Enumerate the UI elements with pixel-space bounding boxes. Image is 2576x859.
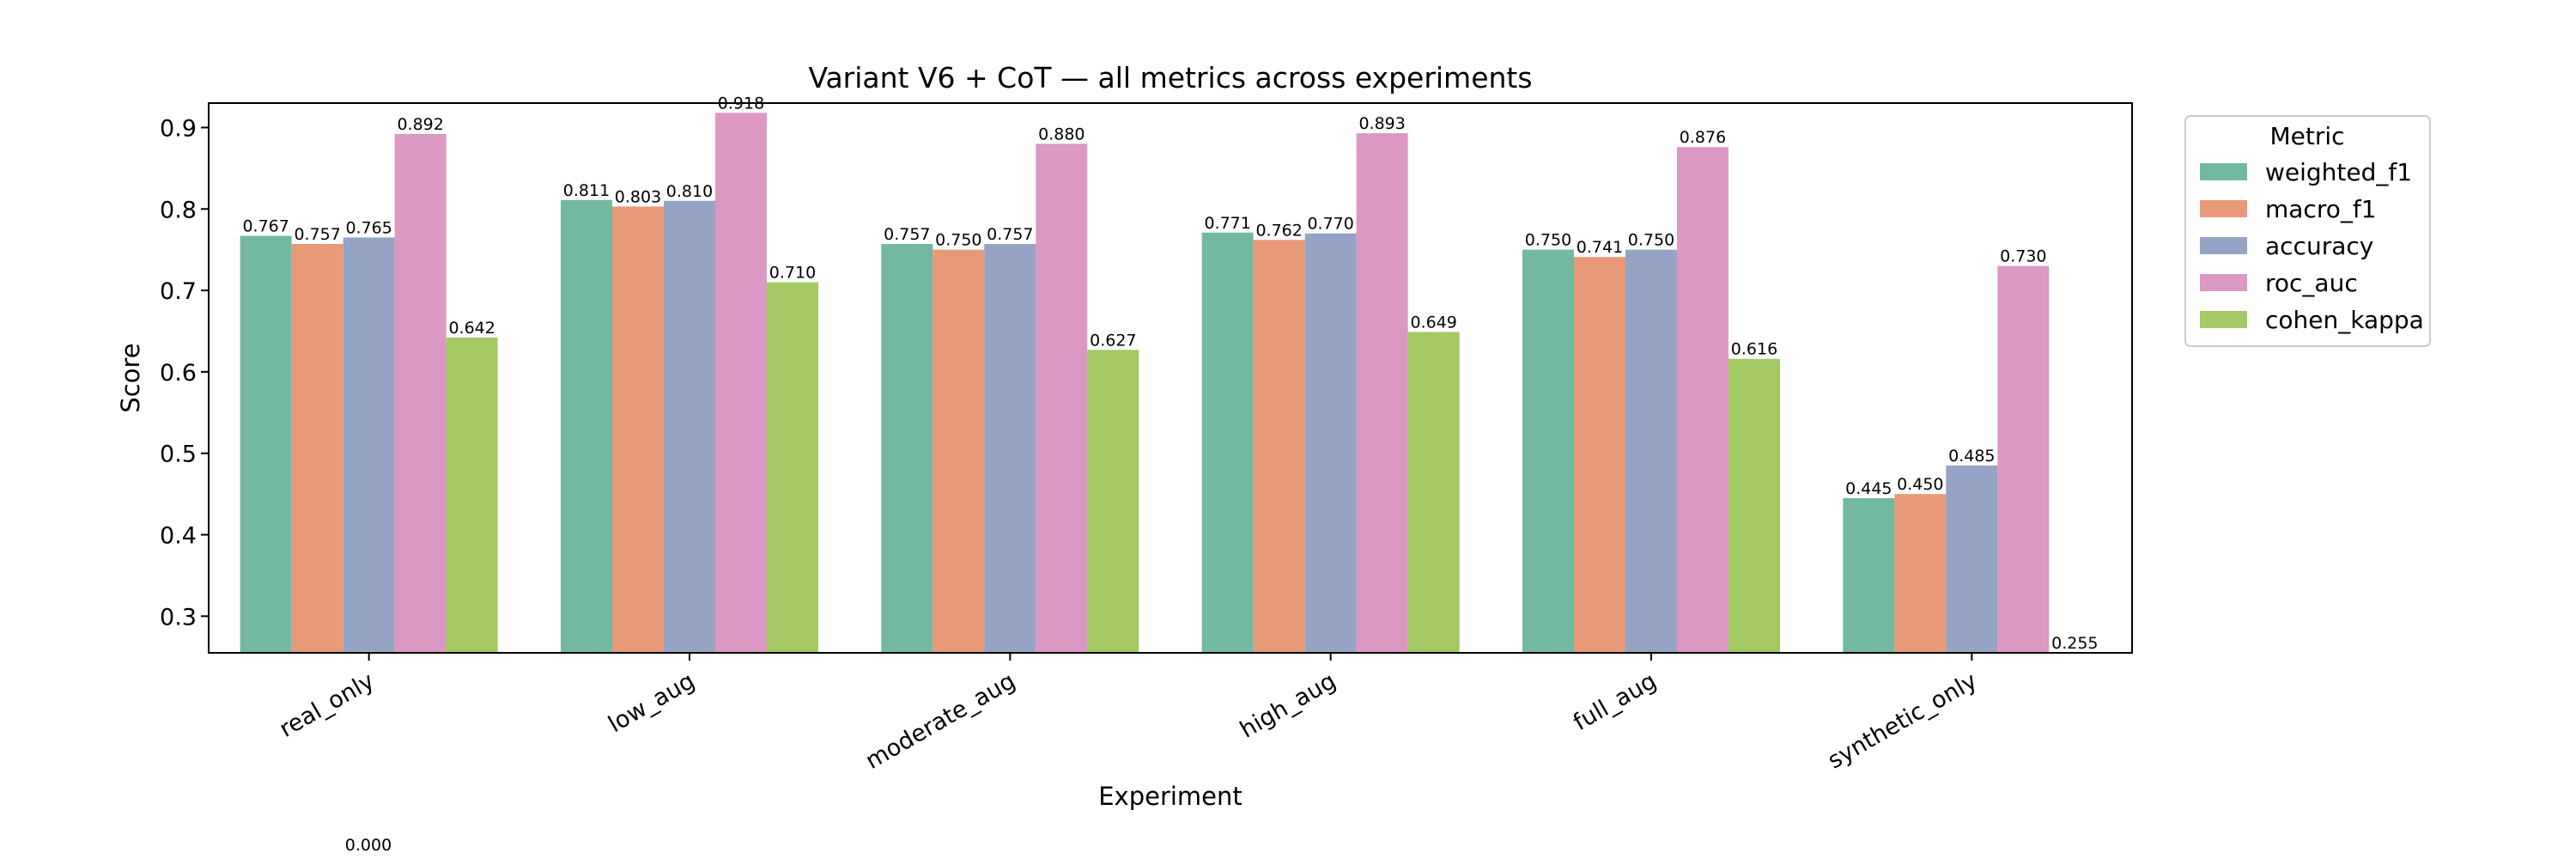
bar-accuracy-high_aug [1304, 233, 1357, 653]
bar-accuracy-moderate_aug [984, 244, 1036, 653]
legend-label-cohen_kappa: cohen_kappa [2265, 306, 2424, 334]
legend-title: Metric [2269, 122, 2344, 150]
bar-weighted_f1-synthetic_only [1843, 497, 1895, 653]
data-label-cohen_kappa-moderate_aug: 0.627 [1090, 331, 1136, 350]
bar-cohen_kappa-low_aug [767, 282, 818, 653]
data-label-macro_f1-low_aug: 0.803 [615, 187, 661, 206]
data-label-weighted_f1-real_only: 0.767 [242, 217, 289, 236]
legend-swatch-cohen_kappa [2200, 311, 2247, 328]
data-label-macro_f1-full_aug: 0.741 [1577, 238, 1623, 257]
legend-label-roc_auc: roc_auc [2265, 269, 2358, 297]
y-tick-label: 0.8 [160, 197, 197, 223]
bar-weighted_f1-moderate_aug [881, 244, 933, 653]
plot-background [209, 103, 2132, 653]
y-tick-label: 0.7 [160, 278, 197, 305]
data-label-cohen_kappa-real_only: 0.642 [448, 319, 495, 338]
data-label-cohen_kappa-high_aug: 0.649 [1410, 313, 1456, 332]
legend-swatch-roc_auc [2200, 274, 2247, 291]
bar-accuracy-low_aug [664, 200, 715, 653]
bars-layer [240, 113, 2050, 654]
bar-roc_auc-high_aug [1356, 133, 1408, 653]
legend-label-weighted_f1: weighted_f1 [2265, 158, 2412, 186]
x-axis-label: Experiment [1098, 782, 1242, 811]
data-label-weighted_f1-full_aug: 0.750 [1525, 231, 1571, 250]
data-label-roc_auc-full_aug: 0.876 [1680, 128, 1726, 147]
bar-roc_auc-real_only [394, 134, 447, 653]
bar-macro_f1-moderate_aug [933, 249, 985, 653]
data-label-accuracy-synthetic_only: 0.485 [1948, 447, 1995, 466]
data-label-roc_auc-real_only: 0.892 [397, 115, 443, 134]
legend-swatch-weighted_f1 [2200, 163, 2247, 180]
data-label-weighted_f1-high_aug: 0.771 [1204, 214, 1250, 233]
bar-accuracy-real_only [343, 237, 395, 653]
data-label-cohen_kappa-full_aug: 0.616 [1731, 340, 1777, 359]
bar-macro_f1-synthetic_only [1894, 494, 1947, 653]
y-tick-label: 0.3 [160, 604, 197, 631]
data-label-macro_f1-synthetic_only: 0.450 [1897, 475, 1943, 494]
bar-cohen_kappa-real_only [446, 338, 498, 653]
bar-weighted_f1-high_aug [1201, 232, 1254, 653]
y-tick-label: 0.9 [160, 115, 197, 142]
bar-roc_auc-synthetic_only [1997, 265, 2050, 653]
bar-accuracy-full_aug [1625, 249, 1677, 653]
legend: Metric weighted_f1 macro_f1 accuracy roc_au… [2184, 115, 2431, 347]
y-tick-label: 0.6 [160, 360, 197, 387]
plot-area: 0.767 0.757 0.765 0.892 0.642 0.811 0.803 0.810… [208, 94, 2133, 654]
stray-annotation: 0.000 [345, 836, 392, 855]
bar-accuracy-synthetic_only [1946, 465, 1998, 653]
y-axis-label: Score [116, 343, 145, 412]
bar-macro_f1-full_aug [1574, 257, 1625, 653]
chart-title: Variant V6 + CoT — all metrics across ex… [808, 61, 1532, 94]
data-label-macro_f1-high_aug: 0.762 [1255, 221, 1302, 240]
legend-swatch-accuracy [2200, 237, 2247, 254]
bar-weighted_f1-low_aug [561, 199, 612, 653]
y-tick-label: 0.4 [160, 523, 197, 550]
bar-macro_f1-real_only [291, 244, 343, 653]
data-label-cohen_kappa-synthetic_only: 0.255 [2051, 634, 2098, 653]
bar-roc_auc-moderate_aug [1036, 143, 1088, 653]
data-label-weighted_f1-moderate_aug: 0.757 [884, 225, 930, 244]
bar-cohen_kappa-high_aug [1407, 332, 1460, 653]
bar-macro_f1-low_aug [612, 206, 664, 654]
bar-roc_auc-low_aug [715, 113, 767, 653]
bar-labels-layer: 0.767 0.757 0.765 0.892 0.642 0.811 0.803 0.810… [242, 94, 2098, 653]
data-label-accuracy-real_only: 0.765 [345, 218, 392, 237]
y-axis: 0.3 0.4 0.5 0.6 0.7 0.8 0.9 [160, 115, 209, 631]
y-tick-label: 0.5 [160, 442, 197, 468]
data-label-cohen_kappa-low_aug: 0.710 [769, 264, 816, 283]
bar-macro_f1-high_aug [1253, 240, 1305, 653]
bar-roc_auc-full_aug [1677, 147, 1728, 653]
legend-label-accuracy: accuracy [2265, 232, 2373, 260]
data-label-roc_auc-moderate_aug: 0.880 [1038, 125, 1084, 143]
plot-frame [208, 102, 2133, 654]
data-label-weighted_f1-synthetic_only: 0.445 [1845, 479, 1892, 498]
data-label-accuracy-full_aug: 0.750 [1628, 231, 1674, 250]
data-label-macro_f1-real_only: 0.757 [294, 225, 340, 244]
data-label-weighted_f1-low_aug: 0.811 [563, 181, 610, 200]
bar-weighted_f1-real_only [240, 235, 292, 653]
data-label-roc_auc-synthetic_only: 0.730 [2000, 247, 2046, 266]
legend-label-macro_f1: macro_f1 [2265, 195, 2377, 223]
legend-swatch-macro_f1 [2200, 200, 2247, 217]
data-label-roc_auc-high_aug: 0.893 [1358, 114, 1405, 133]
bar-cohen_kappa-moderate_aug [1087, 350, 1139, 653]
bar-cohen_kappa-full_aug [1728, 358, 1780, 653]
data-label-macro_f1-moderate_aug: 0.750 [935, 231, 981, 250]
data-label-accuracy-moderate_aug: 0.757 [987, 225, 1033, 244]
data-label-accuracy-low_aug: 0.810 [666, 182, 713, 201]
legend-items: weighted_f1 macro_f1 accuracy roc_auc cohen_… [2200, 158, 2424, 334]
bar-weighted_f1-full_aug [1522, 249, 1574, 653]
data-label-accuracy-high_aug: 0.770 [1307, 215, 1353, 234]
